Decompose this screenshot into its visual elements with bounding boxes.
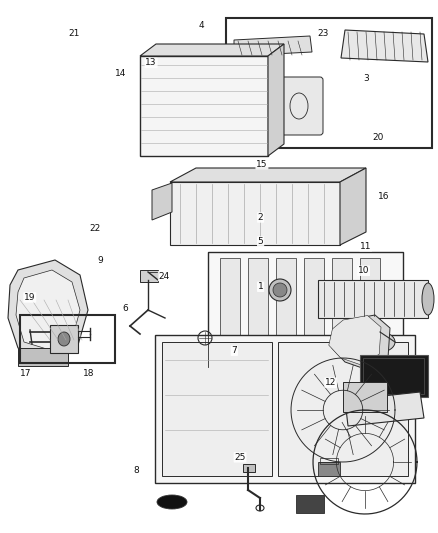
Text: 22: 22	[90, 224, 101, 232]
Bar	[318, 280, 428, 318]
Text: 20: 20	[372, 133, 383, 142]
Text: 24: 24	[159, 272, 170, 280]
Polygon shape	[170, 182, 340, 245]
Text: 14: 14	[115, 69, 126, 78]
Text: 1: 1	[258, 282, 264, 291]
Text: 2: 2	[258, 213, 263, 222]
Text: 23: 23	[318, 29, 329, 37]
Text: 17: 17	[20, 369, 31, 377]
Bar	[140, 56, 268, 156]
Text: 19: 19	[24, 293, 35, 302]
Bar	[208, 252, 403, 367]
Bar	[278, 342, 408, 476]
Polygon shape	[170, 168, 366, 182]
Ellipse shape	[157, 495, 187, 509]
Bar	[18, 348, 68, 366]
Bar	[226, 18, 432, 148]
Polygon shape	[345, 392, 424, 426]
Polygon shape	[8, 260, 88, 358]
Bar	[50, 325, 78, 353]
Text: 16: 16	[378, 192, 389, 200]
Bar	[332, 258, 352, 361]
Text: 3: 3	[363, 75, 369, 83]
FancyBboxPatch shape	[275, 77, 323, 135]
Polygon shape	[332, 315, 390, 370]
Text: 8: 8	[133, 466, 139, 474]
Bar	[276, 258, 296, 361]
Ellipse shape	[273, 283, 287, 297]
Text: 25: 25	[234, 453, 246, 462]
Bar	[155, 335, 415, 483]
Bar	[363, 358, 424, 394]
Text: 6: 6	[122, 304, 128, 312]
Text: 12: 12	[325, 378, 336, 387]
Polygon shape	[140, 44, 284, 56]
Polygon shape	[329, 316, 381, 365]
Bar	[360, 355, 428, 397]
Text: 18: 18	[83, 369, 94, 377]
Polygon shape	[16, 270, 80, 350]
Ellipse shape	[269, 279, 291, 301]
Polygon shape	[152, 183, 172, 220]
Bar	[296, 495, 324, 513]
Text: 4: 4	[199, 21, 204, 30]
Bar	[248, 258, 268, 361]
Polygon shape	[341, 30, 428, 62]
Text: 11: 11	[360, 242, 371, 251]
Text: 10: 10	[358, 266, 369, 275]
Bar	[360, 258, 380, 361]
Text: 5: 5	[258, 237, 264, 246]
Polygon shape	[236, 78, 272, 115]
Polygon shape	[234, 36, 312, 56]
Polygon shape	[340, 168, 366, 245]
Text: 7: 7	[231, 346, 237, 355]
Bar	[320, 458, 338, 464]
Polygon shape	[268, 44, 284, 156]
Bar	[318, 462, 340, 476]
Bar	[162, 342, 272, 476]
Bar	[220, 258, 240, 361]
Bar	[140, 270, 158, 282]
Ellipse shape	[422, 283, 434, 315]
Text: 13: 13	[145, 59, 157, 67]
Text: 9: 9	[98, 256, 104, 264]
Ellipse shape	[58, 332, 70, 346]
Bar	[343, 382, 387, 412]
Text: 15: 15	[256, 160, 268, 168]
Bar	[243, 464, 255, 472]
Text: 21: 21	[68, 29, 79, 37]
Ellipse shape	[365, 332, 395, 352]
Bar	[304, 258, 324, 361]
Bar	[20, 315, 115, 363]
